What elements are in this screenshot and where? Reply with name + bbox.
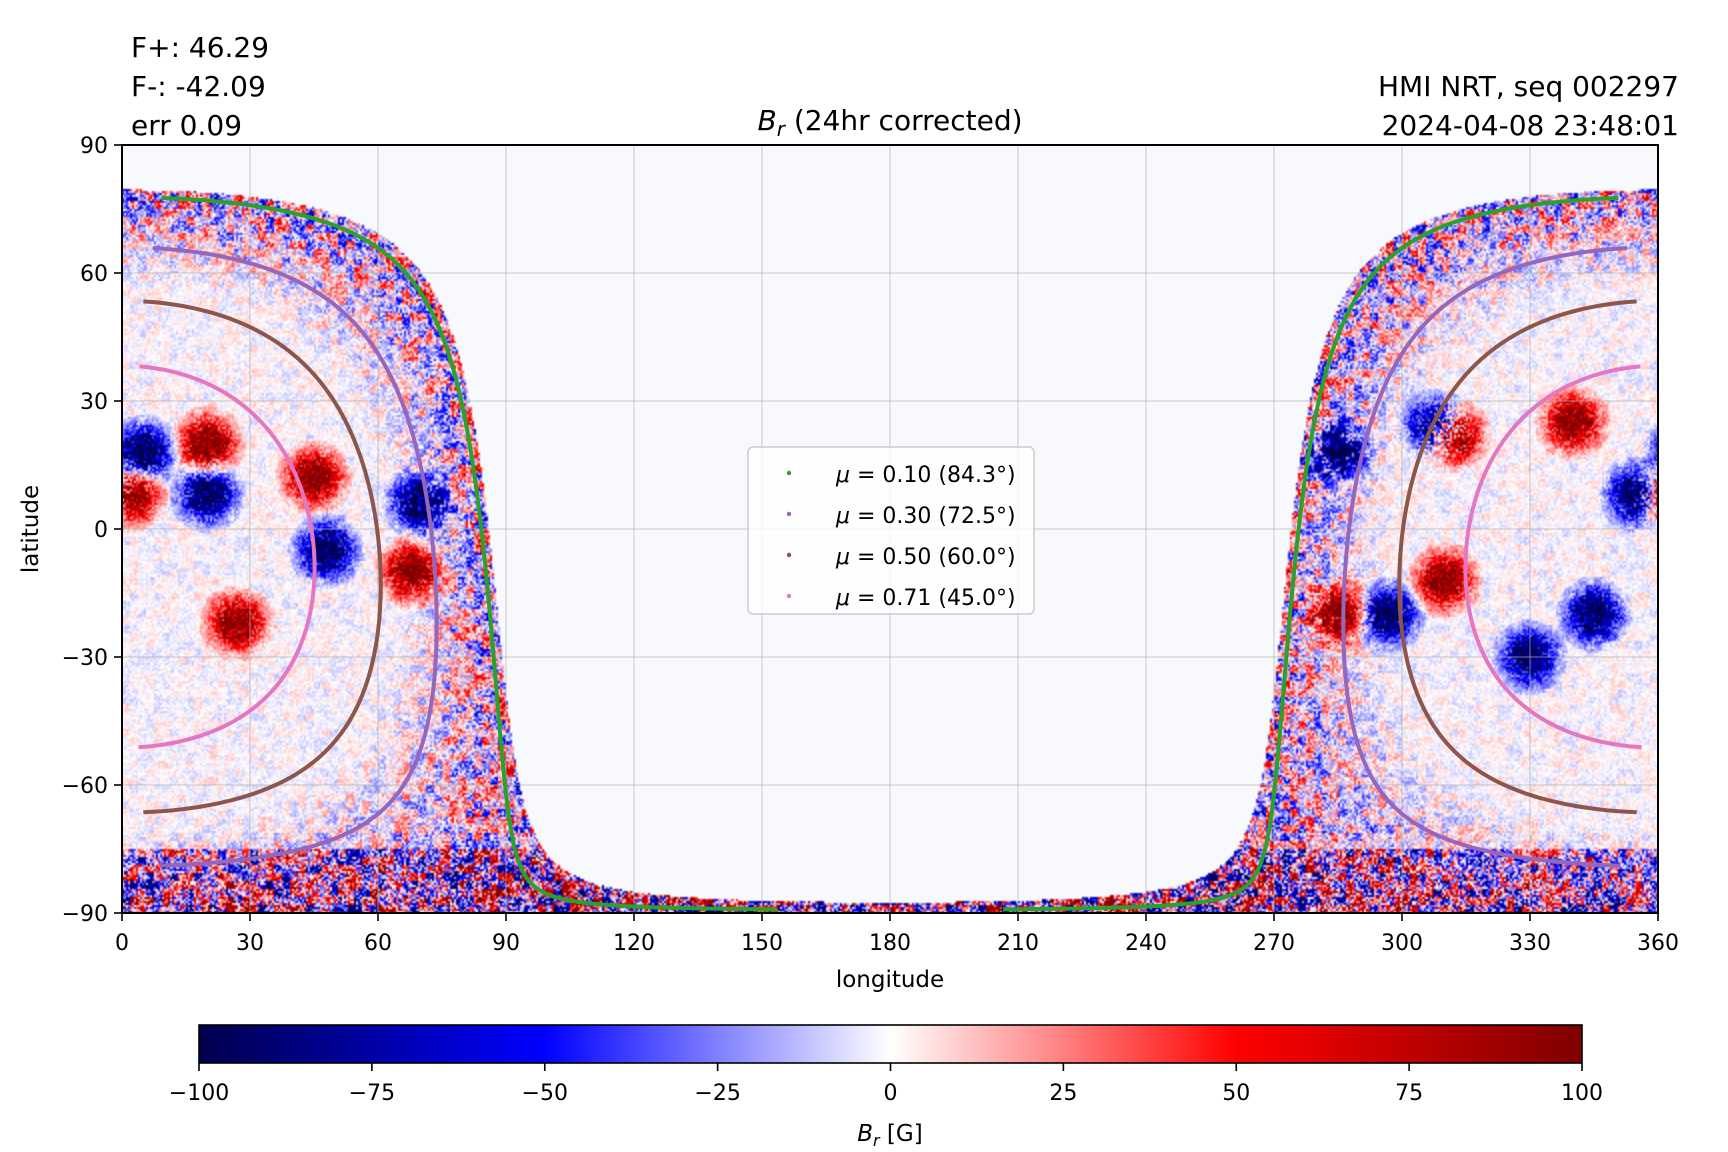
y-tick-label: 60 (80, 262, 108, 287)
legend-entry: μ = 0.50 (60.0°) (835, 545, 1016, 570)
legend-entry: μ = 0.10 (84.3°) (835, 463, 1016, 488)
timestamp-label: 2024-04-08 23:48:01 (1381, 109, 1679, 142)
colorbar-tick-label: −25 (694, 1081, 740, 1106)
legend-entry: μ = 0.71 (45.0°) (835, 586, 1016, 611)
y-tick-label: 0 (94, 518, 108, 543)
x-tick-label: 360 (1637, 931, 1679, 956)
flux-plus-label: F+: 46.29 (131, 31, 270, 64)
x-tick-label: 330 (1509, 931, 1551, 956)
x-tick-label: 150 (741, 931, 783, 956)
y-tick-label: 90 (80, 134, 108, 159)
y-tick-label: −90 (62, 902, 108, 927)
x-tick-label: 300 (1381, 931, 1423, 956)
colorbar-tick-label: −75 (349, 1081, 395, 1106)
colorbar-ticks: −100 −75 −50 −25 0 25 50 75 100 (169, 1063, 1603, 1106)
legend-box (747, 446, 1035, 615)
x-tick-label: 210 (997, 931, 1039, 956)
mu-contour (1463, 364, 1642, 750)
mu-contours (138, 195, 1642, 912)
colorbar-tick-label: −100 (169, 1081, 229, 1106)
x-tick-label: 60 (364, 931, 392, 956)
mu-contour (152, 246, 439, 868)
mu-contour (161, 195, 777, 912)
colorbar-label: Br [G] (857, 1121, 922, 1150)
colorbar-tick-label: 100 (1561, 1081, 1603, 1106)
x-tick-label: 0 (115, 931, 129, 956)
colorbar-tick-label: 75 (1395, 1081, 1423, 1106)
legend-marker (786, 470, 792, 476)
mu-contour (1003, 195, 1619, 912)
y-tick-label: −60 (62, 774, 108, 799)
y-tick-label: −30 (62, 646, 108, 671)
x-tick-label: 90 (492, 931, 520, 956)
x-tick-label: 30 (236, 931, 264, 956)
x-tick-label: 180 (869, 931, 911, 956)
mu-contour (138, 364, 317, 750)
legend-marker (786, 552, 792, 558)
y-axis-label: latitude (18, 485, 44, 573)
colorbar-tick-label: 0 (884, 1081, 898, 1106)
y-axis-ticks: −90 −60 −30 0 30 60 90 (62, 134, 122, 927)
flux-minus-label: F-: -42.09 (131, 70, 266, 103)
legend-marker (786, 511, 792, 517)
legend: μ = 0.10 (84.3°) μ = 0.30 (72.5°) μ = 0.50… (747, 446, 1035, 615)
chart-title: Br (24hr corrected) (757, 104, 1022, 141)
mu-contour (1341, 246, 1628, 868)
x-tick-label: 270 (1253, 931, 1295, 956)
legend-marker (786, 593, 792, 599)
colorbar-tick-label: 50 (1222, 1081, 1250, 1106)
mu-contour (143, 299, 383, 815)
x-tick-label: 240 (1125, 931, 1167, 956)
legend-entry: μ = 0.30 (72.5°) (835, 504, 1016, 529)
x-axis-ticks: 0 30 60 90 120 150 180 210 240 270 300 330 360 (115, 913, 1679, 956)
colorbar-tick-label: 25 (1049, 1081, 1077, 1106)
x-tick-label: 120 (613, 931, 655, 956)
error-label: err 0.09 (131, 109, 243, 142)
colorbar-tick-label: −50 (522, 1081, 568, 1106)
instrument-label: HMI NRT, seq 002297 (1377, 70, 1679, 103)
x-axis-label: longitude (836, 967, 944, 993)
colorbar (198, 1024, 1583, 1064)
y-tick-label: 30 (80, 390, 108, 415)
mu-contour (1397, 299, 1637, 815)
